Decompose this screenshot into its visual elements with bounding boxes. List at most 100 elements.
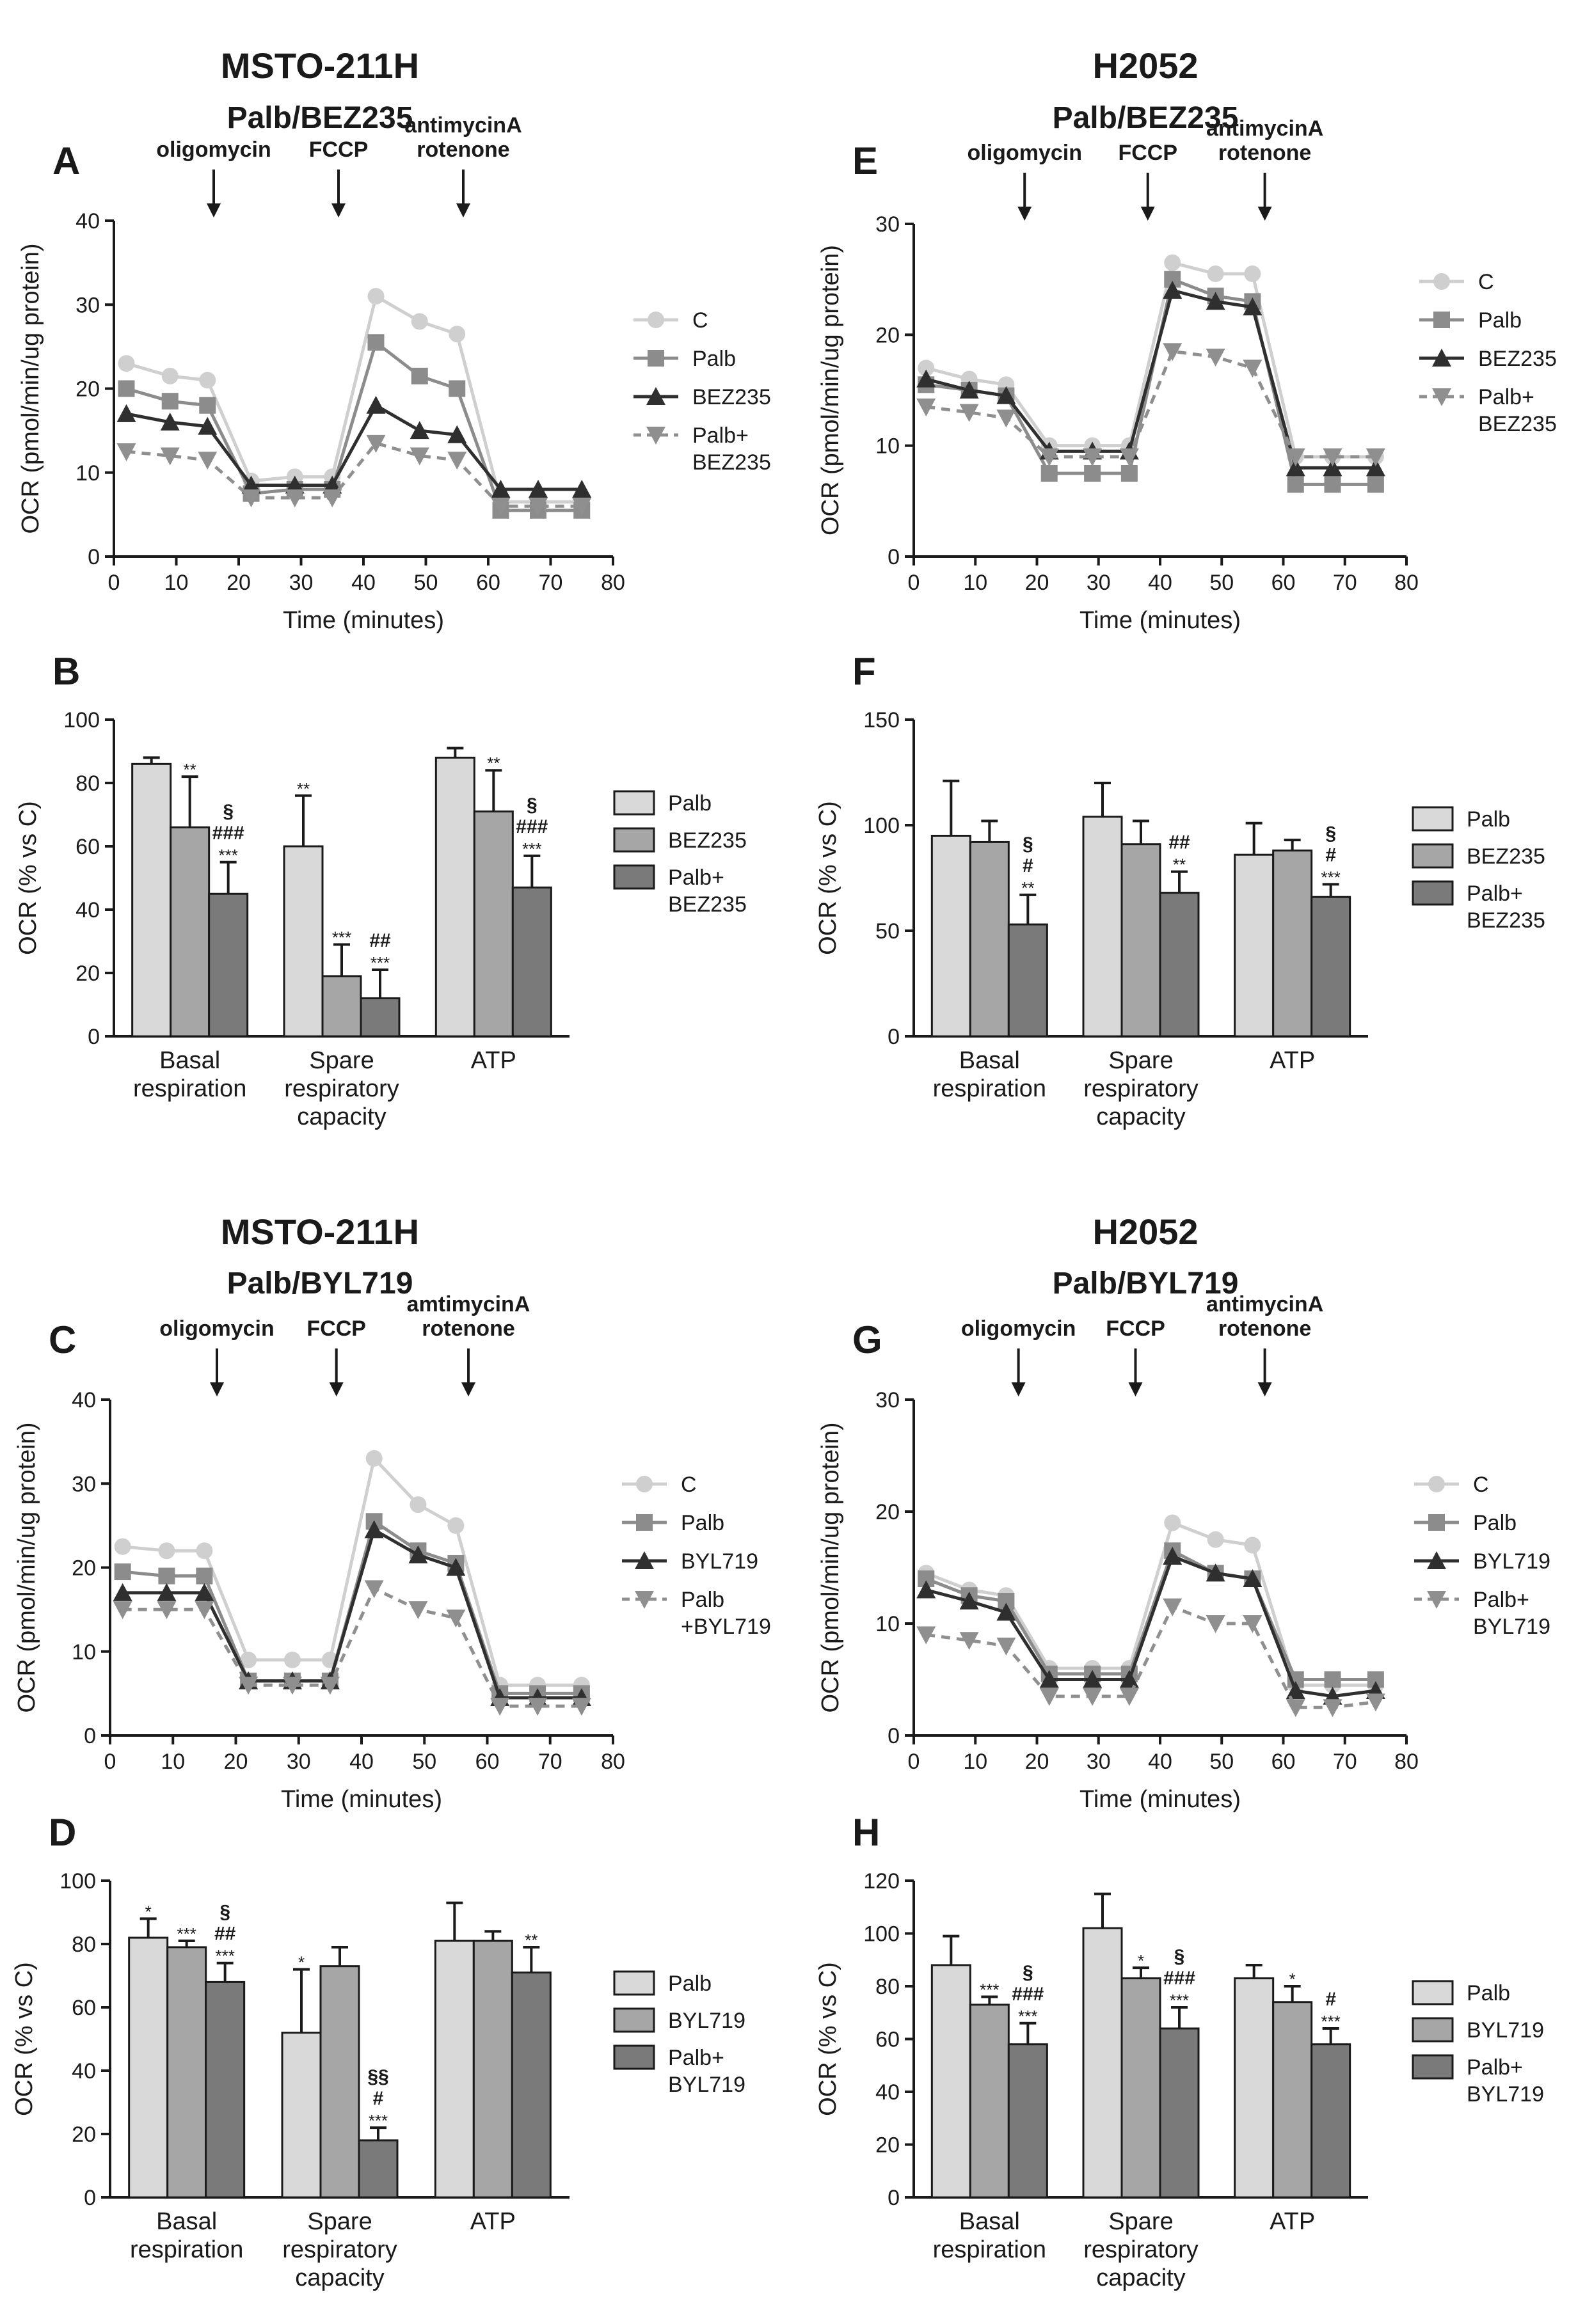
- data-point: [1323, 1699, 1342, 1718]
- x-axis-label: Time (minutes): [283, 607, 444, 634]
- significance-mark: ###: [516, 816, 548, 837]
- data-point: [364, 1520, 384, 1538]
- bar: [1159, 2027, 1200, 2199]
- category-label: ATP: [1270, 2208, 1315, 2235]
- y-tick-label: 0: [88, 545, 100, 569]
- bar: [1007, 2043, 1048, 2199]
- data-point: [1244, 1537, 1261, 1554]
- panel-label: F: [852, 650, 876, 693]
- bar: [511, 1972, 552, 2199]
- x-tick-label: 40: [351, 571, 376, 595]
- significance-mark: **: [1173, 855, 1186, 874]
- x-tick-label: 80: [1394, 1750, 1419, 1774]
- data-point: [367, 334, 385, 351]
- y-tick-label: 40: [72, 2059, 96, 2083]
- legend-label: +BYL719: [681, 1615, 771, 1639]
- data-point: [116, 443, 136, 461]
- significance-mark: §: [223, 801, 234, 822]
- x-tick-label: 0: [108, 571, 120, 595]
- data-point: [1163, 281, 1183, 299]
- data-point: [449, 380, 466, 397]
- data-point: [285, 489, 305, 508]
- y-tick-label: 60: [76, 835, 100, 859]
- data-point: [1206, 349, 1225, 367]
- series-line: [925, 288, 1376, 470]
- category-label: Spare: [1108, 1047, 1173, 1074]
- bar: [1234, 853, 1275, 1038]
- data-point: [1039, 1688, 1059, 1706]
- category-label: respiratory: [1083, 2236, 1199, 2263]
- data-point: [240, 1651, 257, 1668]
- y-tick-label: 100: [60, 1869, 96, 1893]
- section-subtitle: Palb/BYL719: [1053, 1267, 1239, 1300]
- x-tick-label: 60: [1271, 571, 1296, 595]
- data-point: [241, 489, 261, 508]
- panel-E: 0 10 20 30 0 10 20 30 40 50 60 70 80 Time (minutes) OC…: [817, 116, 1557, 634]
- significance-mark: §: [1023, 834, 1033, 855]
- significance-mark: §: [527, 794, 538, 816]
- data-point: [996, 1638, 1016, 1656]
- treatment-label: FCCP: [1106, 1316, 1165, 1341]
- data-point: [1083, 448, 1103, 466]
- x-tick-label: 80: [601, 1750, 625, 1774]
- x-tick-label: 20: [1025, 1750, 1049, 1774]
- bar: [1272, 2001, 1313, 2199]
- data-point: [996, 409, 1016, 428]
- significance-mark: **: [1021, 878, 1034, 897]
- y-tick-label: 10: [72, 1640, 96, 1664]
- significance-mark: ***: [218, 846, 237, 865]
- x-tick-label: 80: [1394, 571, 1419, 595]
- data-point: [449, 326, 466, 343]
- data-point: [916, 399, 936, 416]
- significance-mark: §: [1174, 1946, 1185, 1967]
- category-label: Spare: [307, 2208, 372, 2235]
- bar: [128, 1936, 169, 2199]
- data-point: [1083, 1688, 1103, 1706]
- treatment-label: antimycinA: [1206, 116, 1323, 141]
- legend-label: Palb: [1473, 1511, 1517, 1535]
- data-point: [528, 1698, 548, 1716]
- y-tick-label: 120: [863, 1869, 900, 1893]
- data-point: [1324, 1671, 1341, 1688]
- significance-mark: ***: [177, 1924, 196, 1943]
- y-tick-label: 0: [888, 545, 900, 569]
- data-point: [447, 452, 467, 470]
- y-tick-label: 0: [84, 1724, 96, 1748]
- data-point: [199, 372, 216, 389]
- significance-mark: *: [145, 1902, 152, 1921]
- data-point: [195, 1601, 214, 1620]
- bar: [1272, 850, 1313, 1038]
- data-point: [367, 288, 385, 305]
- category-label: Basal: [159, 1047, 220, 1074]
- legend-marker: [636, 1476, 653, 1492]
- y-tick-label: 10: [875, 434, 900, 459]
- legend-label: Palb: [1467, 1981, 1510, 2005]
- legend-marker: [1432, 349, 1451, 367]
- data-point: [282, 1677, 302, 1695]
- legend-label: BEZ235: [668, 892, 747, 917]
- data-point: [198, 452, 218, 470]
- category-label: Basal: [156, 2208, 217, 2235]
- data-point: [160, 413, 180, 431]
- treatment-label: oligomycin: [961, 1316, 1076, 1341]
- data-point: [959, 381, 979, 399]
- y-tick-label: 0: [84, 2186, 96, 2210]
- significance-mark: #: [1023, 855, 1033, 876]
- data-point: [1119, 448, 1139, 466]
- legend-label: C: [1478, 270, 1494, 294]
- legend-swatch: [1412, 843, 1454, 869]
- data-point: [1206, 1615, 1225, 1633]
- y-tick-label: 0: [888, 2186, 900, 2210]
- legend-label: BEZ235: [1478, 412, 1557, 436]
- y-tick-label: 150: [863, 708, 900, 732]
- treatment-arrowhead: [1257, 1382, 1272, 1396]
- bar: [170, 826, 211, 1038]
- y-axis-label: OCR (pmol/min/ug protein): [13, 1422, 40, 1712]
- significance-mark: ***: [980, 1980, 999, 2000]
- data-point: [285, 475, 305, 494]
- treatment-label: amtimycinA: [407, 1292, 530, 1316]
- legend-label: BYL719: [668, 2009, 745, 2033]
- data-point: [918, 360, 935, 377]
- data-point: [916, 1580, 936, 1599]
